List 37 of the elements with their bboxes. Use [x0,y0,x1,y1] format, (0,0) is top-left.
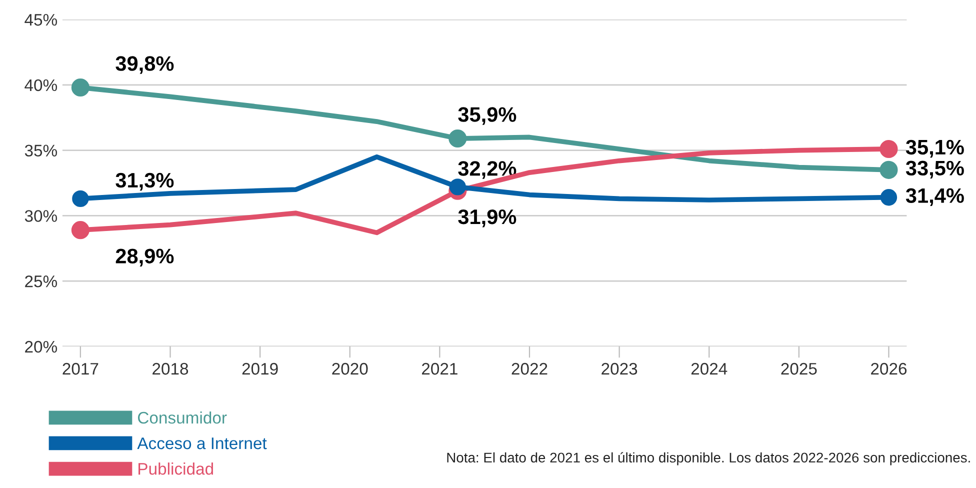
data-label: 31,4% [906,188,964,206]
data-label: 32,2% [458,161,516,179]
y-tick-label: 30% [24,210,58,222]
data-label: 35,9% [458,107,516,125]
y-tick-label: 45% [24,14,58,26]
y-tick-label: 35% [24,144,58,157]
x-tick-label: 2020 [332,362,368,375]
point [449,178,466,196]
point [72,190,89,208]
x-tick-label: 2023 [602,362,638,375]
data-label: 28,9% [116,248,174,266]
point [71,78,90,97]
data-label: 33,5% [906,160,964,179]
x-tick-label: 2024 [691,362,728,375]
x-tick-label: 2017 [62,362,98,375]
text: Acceso a Internet [137,438,267,450]
x-tick-label: 2022 [512,362,548,375]
y-tick-label: 25% [25,275,58,288]
x-tick-label: 2026 [871,362,907,375]
data-label: 39,8% [116,56,174,74]
y-tick-label: 40% [24,79,58,92]
text: Publicidad [138,462,213,475]
x-tick-label: 2018 [152,362,188,375]
x-tick-label: 2025 [781,362,817,375]
point [880,189,898,206]
text: Consumidor [138,411,227,424]
data-label: 31,9% [458,209,516,228]
data-label: 35,1% [906,140,964,158]
point [880,160,898,179]
text: Nota: El dato de 2021 es el último disponible. Los datos 2022-2026 son predicciones. [447,452,970,466]
point [448,130,467,148]
data-label: 31,3% [116,172,174,191]
point [880,140,898,158]
point [71,221,90,240]
x-tick-label: 2019 [242,362,278,375]
x-tick-label: 2021 [422,362,458,375]
y-tick-label: 20% [25,340,58,353]
